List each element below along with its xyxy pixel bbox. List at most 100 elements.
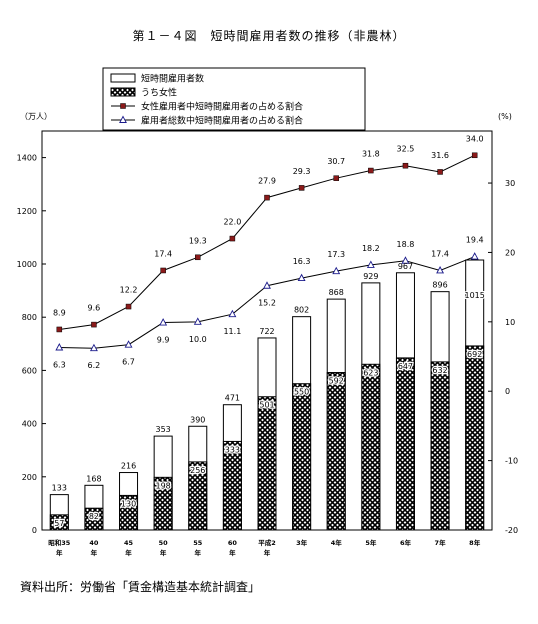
bar-total-label: 353 — [156, 425, 171, 434]
x-tick-label: 40 — [89, 539, 99, 547]
point-square-marker — [195, 254, 201, 261]
bar-women — [84, 507, 104, 531]
legend-label: 女性雇用者中短時間雇用者の占める割合 — [141, 101, 303, 113]
point-triangle-marker — [366, 260, 375, 268]
point-square-marker — [471, 152, 478, 159]
point-label: 16.3 — [293, 257, 311, 266]
bar-total-label: 471 — [225, 394, 240, 403]
point-label: 17.3 — [327, 250, 345, 259]
point-square-marker — [56, 326, 63, 333]
point-label: 9.9 — [157, 336, 170, 345]
point-label: 6.2 — [88, 361, 101, 370]
x-tick-label-suffix: 年 — [160, 548, 167, 557]
bar-total-label: 168 — [86, 474, 101, 483]
point-triangle-marker — [89, 343, 98, 352]
chart-title: 第１－４図 短時間雇用者数の推移（非農林） — [132, 29, 406, 43]
point-triangle-marker — [436, 266, 445, 274]
point-triangle-marker — [124, 340, 133, 348]
bar-women — [465, 345, 485, 531]
left-tick-label: 800 — [22, 313, 37, 322]
bar-women — [257, 396, 277, 531]
bar-women — [153, 476, 173, 531]
point-label: 11.1 — [223, 327, 241, 336]
bar-total-label: 1015 — [465, 291, 485, 300]
point-label: 6.7 — [122, 358, 135, 367]
left-tick-label: 400 — [22, 420, 37, 429]
point-label: 15.2 — [258, 299, 276, 308]
point-label: 19.3 — [189, 236, 207, 245]
point-triangle-marker — [193, 317, 202, 325]
point-label: 34.0 — [466, 134, 484, 143]
x-tick-label: 3年 — [296, 538, 308, 547]
point-square-marker — [125, 303, 132, 310]
bar-women-label: 623 — [363, 368, 378, 377]
legend-swatch — [110, 87, 136, 97]
right-tick-label: -20 — [505, 526, 518, 535]
point-square-marker — [402, 162, 409, 169]
bar-women-label: 130 — [121, 499, 136, 508]
point-label: 18.2 — [362, 244, 380, 253]
bar-women-label: 198 — [156, 481, 171, 490]
bar-women-label: 632 — [432, 366, 447, 375]
point-label: 17.4 — [431, 249, 449, 258]
point-label: 9.6 — [88, 304, 101, 313]
bar-total-label: 929 — [363, 272, 378, 281]
point-label: 31.6 — [431, 151, 449, 160]
point-label: 29.3 — [293, 167, 311, 176]
bar-women-label: 501 — [259, 401, 274, 410]
bar-total-label: 722 — [259, 327, 274, 336]
point-label: 22.0 — [223, 218, 241, 227]
bar-total-label: 802 — [294, 306, 309, 315]
legend-square-marker — [120, 103, 126, 109]
bar-total-label: 390 — [190, 415, 205, 424]
point-square-marker — [333, 175, 339, 181]
left-axis-unit: （万人） — [20, 112, 52, 121]
x-tick-label: 4年 — [331, 538, 343, 547]
bar-women — [49, 514, 69, 531]
point-label: 19.4 — [466, 236, 484, 245]
point-label: 18.8 — [397, 240, 415, 249]
legend-label: うち女性 — [141, 87, 177, 99]
point-triangle-marker — [297, 273, 306, 282]
right-tick-label: 10 — [505, 318, 515, 327]
bar-women — [222, 440, 242, 531]
right-tick-label: 30 — [505, 179, 515, 188]
legend-label: 短時間雇用者数 — [141, 73, 204, 85]
left-tick-label: 600 — [22, 366, 37, 375]
point-label: 30.7 — [327, 157, 345, 166]
point-triangle-marker — [470, 252, 479, 260]
x-tick-label: 平成2 — [258, 538, 276, 547]
point-label: 17.4 — [154, 249, 172, 258]
x-tick-label-suffix: 年 — [229, 548, 236, 557]
point-triangle-marker — [159, 318, 168, 326]
point-square-marker — [91, 321, 97, 328]
x-tick-label: 45 — [124, 539, 134, 547]
point-label: 31.8 — [362, 150, 380, 159]
left-tick-label: 0 — [32, 526, 37, 535]
x-tick-label: 55 — [193, 539, 203, 547]
right-tick-label: -10 — [505, 457, 518, 466]
left-tick-label: 1000 — [17, 260, 37, 269]
bar-women — [292, 383, 312, 531]
bar-women — [430, 361, 450, 531]
x-tick-label: 5年 — [365, 538, 377, 547]
point-label: 6.3 — [53, 361, 66, 370]
bar-women — [395, 357, 415, 531]
bar-women-label: 692 — [467, 350, 482, 359]
bar-women-label: 550 — [294, 388, 309, 397]
x-tick-label-suffix: 年 — [195, 548, 202, 557]
point-label: 8.9 — [53, 308, 66, 317]
legend-swatch — [110, 73, 136, 83]
bar-women — [119, 494, 139, 531]
bar-total-label: 216 — [121, 462, 136, 471]
bar-women — [326, 372, 346, 531]
right-tick-label: 0 — [505, 387, 510, 396]
point-triangle-marker — [55, 343, 64, 351]
bar-women-label: 592 — [329, 377, 344, 386]
bar-total-label: 967 — [398, 262, 413, 271]
x-tick-label-suffix: 年 — [91, 548, 98, 557]
point-triangle-marker — [263, 281, 271, 289]
x-tick-label: 60 — [228, 539, 238, 547]
point-square-marker — [298, 185, 305, 191]
